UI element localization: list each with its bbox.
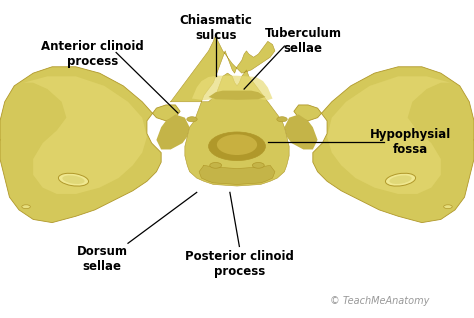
Text: Posterior clinoid
process: Posterior clinoid process [185, 250, 294, 278]
Polygon shape [156, 114, 190, 149]
Ellipse shape [210, 162, 222, 168]
Text: Tuberculum
sellae: Tuberculum sellae [265, 27, 342, 55]
Ellipse shape [390, 175, 411, 184]
Polygon shape [171, 35, 289, 186]
Text: Dorsum
sellae: Dorsum sellae [76, 245, 128, 273]
Ellipse shape [277, 117, 287, 122]
Text: Anterior clinoid
process: Anterior clinoid process [41, 40, 144, 68]
Polygon shape [24, 76, 147, 194]
Polygon shape [209, 91, 265, 100]
Text: Hypophysial
fossa: Hypophysial fossa [369, 128, 451, 156]
Ellipse shape [444, 205, 452, 209]
Polygon shape [284, 114, 318, 149]
Polygon shape [294, 67, 474, 223]
Polygon shape [192, 76, 273, 100]
Ellipse shape [252, 162, 264, 168]
Ellipse shape [187, 117, 197, 122]
Text: © TeachMeAnatomy: © TeachMeAnatomy [329, 295, 429, 306]
Ellipse shape [217, 134, 257, 155]
Text: Chiasmatic
sulcus: Chiasmatic sulcus [179, 14, 252, 42]
Polygon shape [0, 67, 180, 223]
Polygon shape [327, 76, 450, 194]
Ellipse shape [22, 205, 30, 209]
Ellipse shape [63, 175, 84, 184]
Ellipse shape [209, 132, 265, 161]
Polygon shape [199, 165, 275, 184]
Ellipse shape [385, 173, 416, 186]
Ellipse shape [58, 173, 89, 186]
